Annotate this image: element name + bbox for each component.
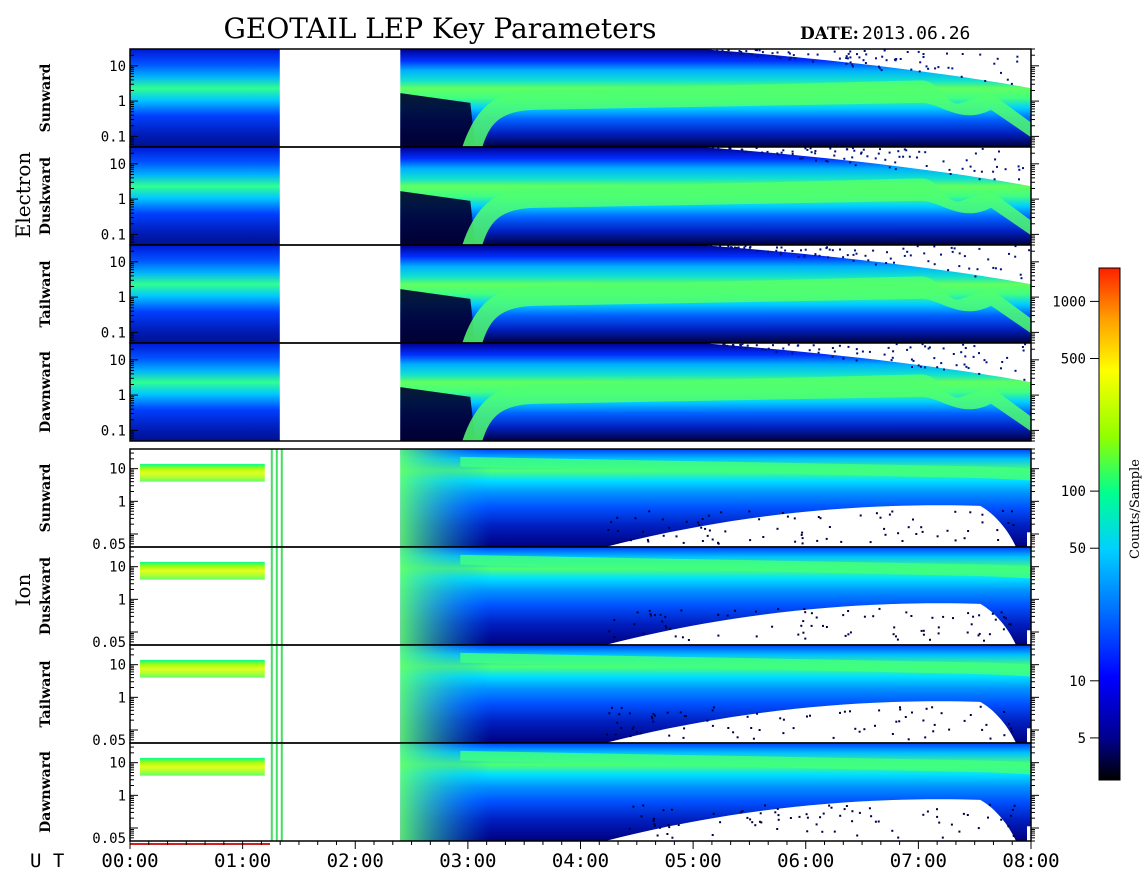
spectrogram-band (460, 750, 1031, 775)
x-tick-label: 05:00 (665, 850, 722, 872)
y-tick-label: 0.1 (101, 325, 126, 341)
y-tick-label: 1 (118, 494, 126, 510)
y-tick-label: 10 (109, 255, 126, 271)
spectrogram-band (460, 652, 1031, 677)
x-tick-label: 03:00 (439, 850, 496, 872)
date-value: 2013.06.26 (862, 23, 970, 44)
y-tick-label: 1 (118, 690, 126, 706)
y-tick-label: 1 (118, 290, 126, 306)
colorbar-tick-label: 1000 (1052, 294, 1086, 310)
spectrogram-block-early (140, 561, 265, 580)
spectrogram-panels: 10 1 0.1 Sunward 10 1 0.1 Duskward 10 1 0.1 Tailwar… (38, 48, 1039, 847)
group-label-electron: Electron (11, 152, 35, 239)
panel-direction-label: Tailward (38, 260, 54, 327)
y-tick-label: 0.1 (101, 423, 126, 439)
x-axis-label: U T (30, 850, 64, 872)
y-tick-label: 10 (109, 560, 126, 576)
spectrogram-empty-region (605, 603, 1016, 645)
colorbar-tick-label: 500 (1061, 352, 1086, 368)
colorbar-label: Counts/Sample (1128, 459, 1142, 559)
spectrogram-block-early (140, 659, 265, 678)
spectrogram-dark-region (400, 387, 476, 441)
colorbar-gradient (1098, 267, 1121, 781)
x-tick-label: 02:00 (327, 850, 384, 872)
y-tick-label: 0.05 (92, 635, 126, 651)
y-tick-label: 1 (118, 592, 126, 608)
colorbar-tick-label: 5 (1078, 731, 1086, 747)
y-tick-label: 10 (109, 756, 126, 772)
group-label-ion: Ion (11, 573, 35, 606)
spectrogram-empty-region (700, 147, 1031, 187)
spectrogram-block-early (140, 757, 265, 776)
y-tick-label: 1 (118, 388, 126, 404)
spectrogram-block-early (130, 147, 280, 245)
x-tick-label: 08:00 (1002, 850, 1059, 872)
spectrogram-dark-region (400, 93, 476, 147)
y-tick-label: 0.05 (92, 733, 126, 749)
spectrogram-band (462, 80, 1031, 147)
y-tick-label: 0.1 (101, 129, 126, 145)
spectrogram-block-early (130, 343, 280, 441)
spectrogram-empty-region (700, 245, 1031, 285)
x-tick-label: 04:00 (552, 850, 609, 872)
spectrogram-dark-region (400, 191, 476, 245)
colorbar-tick-label: 10 (1069, 674, 1086, 690)
spectrogram-empty-region (605, 799, 1016, 841)
panel-direction-label: Duskward (38, 557, 54, 635)
spectrogram-block-early (130, 245, 280, 343)
spectrogram-band (460, 456, 1031, 481)
spectrogram-block-early (140, 463, 265, 482)
y-tick-label: 0.05 (92, 831, 126, 847)
colorbar-tick-label: 50 (1069, 541, 1086, 557)
y-tick-label: 0.05 (92, 537, 126, 553)
spectrogram-empty-region (605, 701, 1016, 743)
spectrogram-block-early (130, 49, 280, 147)
panel-frame (129, 342, 1032, 442)
panel-ion-tailward: 10 1 0.05 Tailward (38, 644, 1039, 749)
panel-direction-label: Duskward (38, 157, 54, 235)
y-tick-label: 1 (118, 94, 126, 110)
spectrogram-empty-region (700, 49, 1031, 89)
y-tick-label: 1 (118, 192, 126, 208)
y-tick-label: 10 (109, 462, 126, 478)
spectrogram-band (462, 178, 1031, 245)
y-tick-label: 10 (109, 658, 126, 674)
y-tick-label: 0.1 (101, 227, 126, 243)
y-tick-label: 10 (109, 59, 126, 75)
panel-direction-label: Tailward (38, 660, 54, 727)
panel-electron-sunward: 10 1 0.1 Sunward (38, 48, 1039, 148)
spectrogram-band (462, 374, 1031, 441)
panel-electron-dawnward: 10 1 0.1 Dawnward (38, 342, 1039, 442)
x-tick-label: 00:00 (101, 850, 158, 872)
panel-electron-tailward: 10 1 0.1 Tailward (38, 244, 1039, 344)
panel-direction-label: Dawnward (38, 351, 54, 433)
panel-ion-sunward: 10 1 0.05 Sunward (38, 448, 1039, 553)
x-tick-label: 06:00 (777, 850, 834, 872)
x-axis: 00:00 01:00 02:00 03:00 04:00 05:00 06:00 07:00… (101, 841, 1060, 872)
spectrogram-dark-region (400, 289, 476, 343)
y-tick-label: 1 (118, 788, 126, 804)
panel-direction-label: Sunward (38, 463, 54, 532)
date-label: DATE: (800, 24, 859, 44)
panel-ion-dawnward: 10 1 0.05 Dawnward (38, 742, 1039, 847)
panel-electron-duskward: 10 1 0.1 Duskward (38, 146, 1039, 246)
x-tick-label: 07:00 (890, 850, 947, 872)
y-tick-label: 10 (109, 353, 126, 369)
spectrogram-band (462, 276, 1031, 343)
panel-ion-duskward: 10 1 0.05 Duskward (38, 546, 1039, 651)
spectrogram-band (460, 554, 1031, 579)
chart-title: GEOTAIL LEP Key Parameters (224, 12, 657, 45)
colorbar: 5 10 50 100 500 1000 (1052, 267, 1121, 781)
panel-direction-label: Sunward (38, 63, 54, 132)
panel-direction-label: Dawnward (38, 751, 54, 833)
colorbar-tick-label: 100 (1061, 484, 1086, 500)
x-tick-label: 01:00 (214, 850, 271, 872)
spectrogram-empty-region (700, 343, 1031, 383)
y-tick-label: 10 (109, 157, 126, 173)
